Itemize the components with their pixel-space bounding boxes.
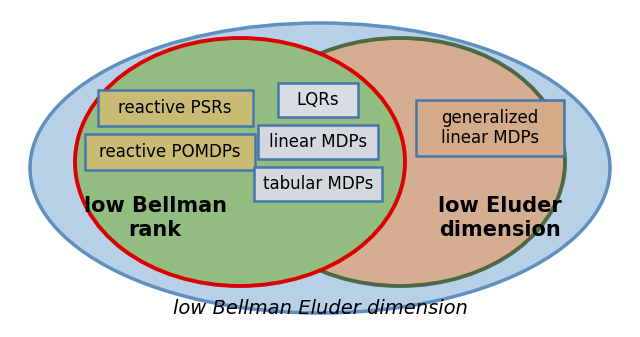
Text: low Eluder
dimension: low Eluder dimension <box>438 196 562 240</box>
FancyBboxPatch shape <box>85 134 255 170</box>
FancyBboxPatch shape <box>416 100 564 156</box>
FancyBboxPatch shape <box>278 83 358 117</box>
FancyBboxPatch shape <box>254 167 382 201</box>
Text: generalized
linear MDPs: generalized linear MDPs <box>441 109 539 147</box>
FancyBboxPatch shape <box>97 90 253 126</box>
Ellipse shape <box>75 38 405 286</box>
Text: low Bellman
rank: low Bellman rank <box>83 196 227 240</box>
Text: low Bellman Eluder dimension: low Bellman Eluder dimension <box>173 299 467 317</box>
Text: tabular MDPs: tabular MDPs <box>263 175 373 193</box>
Text: reactive POMDPs: reactive POMDPs <box>99 143 241 161</box>
Ellipse shape <box>235 38 565 286</box>
Text: LQRs: LQRs <box>297 91 339 109</box>
Ellipse shape <box>30 23 610 313</box>
Text: linear MDPs: linear MDPs <box>269 133 367 151</box>
FancyBboxPatch shape <box>258 125 378 159</box>
Text: reactive PSRs: reactive PSRs <box>118 99 232 117</box>
